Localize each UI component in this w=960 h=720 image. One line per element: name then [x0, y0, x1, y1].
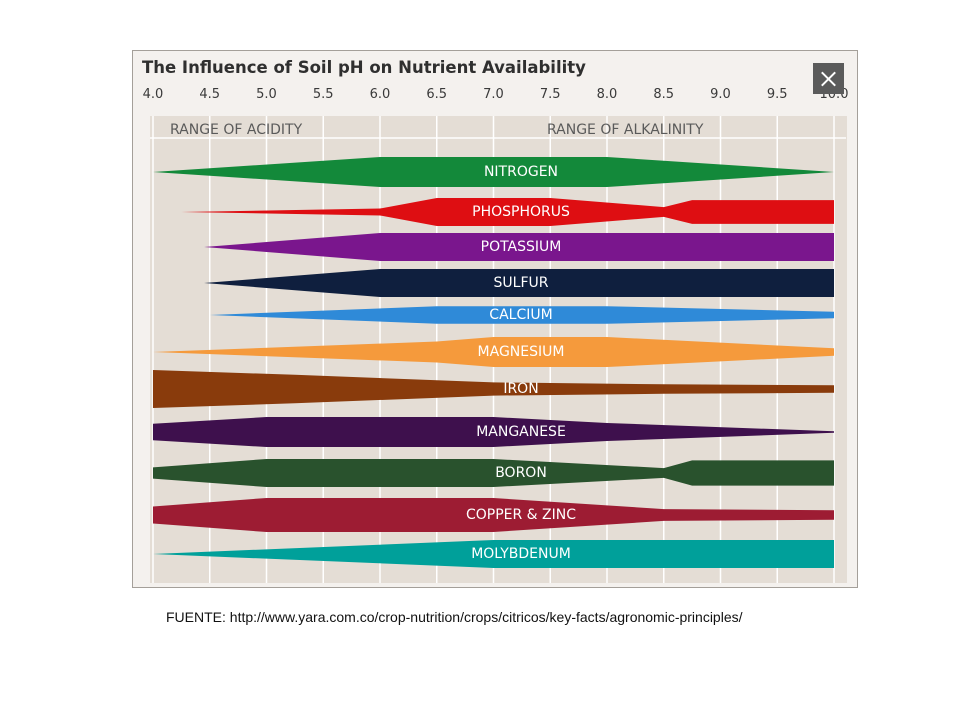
chart-title: The Influence of Soil pH on Nutrient Ava…	[142, 58, 586, 77]
x-tick-label: 7.5	[540, 87, 561, 102]
band-iron	[153, 370, 834, 408]
close-button[interactable]	[813, 63, 844, 94]
band-boron	[153, 459, 834, 487]
band-nitrogen	[153, 157, 834, 187]
x-tick-label: 5.5	[313, 87, 334, 102]
band-label-iron: IRON	[503, 381, 538, 397]
band-potassium	[204, 233, 835, 261]
band-label-molybdenum: MOLYBDENUM	[471, 546, 571, 562]
band-label-potassium: POTASSIUM	[481, 239, 562, 255]
source-note: FUENTE: http://www.yara.com.co/crop-nutr…	[166, 609, 743, 625]
x-tick-label: 9.5	[767, 87, 788, 102]
x-tick-label: 9.0	[710, 87, 731, 102]
x-tick-label: 4.0	[143, 87, 164, 102]
band-label-sulfur: SULFUR	[494, 275, 549, 291]
band-manganese	[153, 417, 834, 447]
band-label-manganese: MANGANESE	[476, 424, 566, 440]
band-calcium	[209, 306, 835, 324]
x-tick-label: 7.0	[483, 87, 504, 102]
band-phosphorus	[181, 198, 834, 226]
range-acidity-label: RANGE OF ACIDITY	[170, 122, 303, 138]
chart-svg: The Influence of Soil pH on Nutrient Ava…	[142, 58, 848, 583]
x-tick-label: 8.5	[653, 87, 674, 102]
chart-figure: The Influence of Soil pH on Nutrient Ava…	[132, 50, 858, 588]
band-label-copper-zinc: COPPER & ZINC	[466, 507, 576, 523]
band-label-magnesium: MAGNESIUM	[478, 344, 565, 360]
x-tick-label: 8.0	[597, 87, 618, 102]
x-tick-label: 6.5	[426, 87, 447, 102]
band-label-phosphorus: PHOSPHORUS	[472, 204, 570, 220]
band-label-nitrogen: NITROGEN	[484, 164, 558, 180]
x-tick-label: 6.0	[370, 87, 391, 102]
x-tick-label: 5.0	[256, 87, 277, 102]
range-alkalinity-label: RANGE OF ALKALINITY	[547, 122, 704, 138]
band-sulfur	[204, 269, 835, 297]
band-label-boron: BORON	[495, 465, 547, 481]
band-magnesium	[153, 337, 834, 367]
band-label-calcium: CALCIUM	[489, 307, 552, 323]
band-molybdenum	[153, 540, 834, 568]
x-tick-label: 4.5	[199, 87, 220, 102]
band-copper-zinc	[153, 498, 834, 532]
